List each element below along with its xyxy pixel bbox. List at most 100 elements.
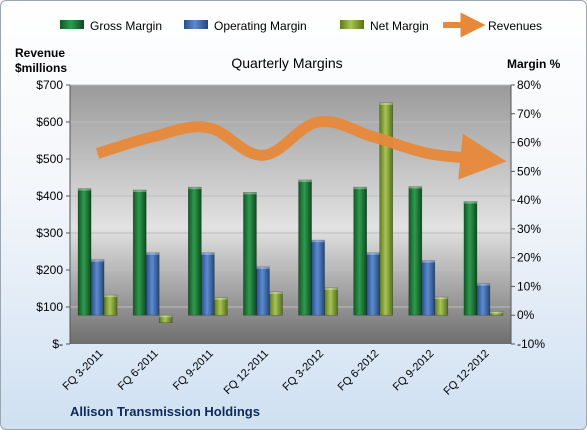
right-axis-title: Margin % (507, 57, 561, 71)
x-axis-ticks: FQ 3-2011 FQ 6-2011 FQ 9-2011 FQ 12-2011 FQ … (61, 348, 492, 398)
bar-cap (421, 260, 435, 263)
bar-cap (214, 297, 228, 300)
legend-label-operating-margin: Operating Margin (214, 19, 307, 33)
right-tick-label: 50% (517, 164, 541, 178)
bar-operating-margin (201, 252, 215, 316)
bar-cap (463, 201, 477, 204)
x-tick-label: FQ 9-2012 (391, 348, 437, 394)
bar-gross-margin (353, 186, 367, 316)
bar-cap (366, 252, 380, 255)
bar-operating-margin (366, 252, 380, 316)
right-tick-label: -10% (517, 337, 545, 351)
bar-cap (269, 291, 283, 294)
bar-cap (104, 295, 118, 298)
left-tick-label: $300 (36, 226, 63, 240)
bars (77, 102, 504, 324)
bar-cap (133, 190, 147, 193)
revenues-point (317, 121, 319, 123)
bar-cap (78, 188, 92, 191)
legend-swatch-net-margin (340, 20, 364, 29)
bar-cap (434, 297, 448, 300)
bar-net-margin (434, 296, 449, 316)
right-tick-label: 40% (517, 193, 541, 207)
x-tick-label: FQ 3-2011 (61, 348, 106, 393)
bar-cap (311, 240, 325, 243)
left-axis-ticks: $- $100 $200 $300 $400 $500 $600 $700 (36, 78, 70, 351)
left-tick-label: $- (52, 337, 63, 351)
bar-net-margin (103, 294, 118, 316)
left-axis-title-line1: Revenue (15, 46, 65, 60)
bar-net-margin (379, 102, 393, 316)
plot-area (69, 84, 512, 344)
legend-label-revenues: Revenues (488, 19, 542, 33)
left-tick-label: $700 (36, 78, 63, 92)
legend-label-gross-margin: Gross Margin (90, 19, 162, 33)
x-tick-label: FQ 12-2012 (442, 348, 492, 398)
legend-label-net-margin: Net Margin (370, 19, 429, 33)
bar-cap (298, 179, 312, 182)
legend-swatch-operating-margin (184, 20, 208, 29)
revenues-point (427, 152, 429, 154)
bar-operating-margin (90, 259, 105, 316)
bar-gross-margin (463, 201, 478, 316)
left-tick-label: $500 (36, 152, 63, 166)
revenues-point (152, 136, 154, 138)
right-tick-label: 10% (517, 279, 541, 293)
bar-cap (159, 315, 173, 318)
revenues-point (482, 158, 484, 160)
bar-cap (324, 287, 338, 290)
bar-gross-margin (408, 186, 423, 316)
x-tick-label: FQ 3-2012 (281, 348, 327, 394)
bar-operating-margin (256, 266, 270, 316)
bar-operating-margin (421, 260, 436, 316)
revenues-point (262, 154, 264, 156)
right-tick-label: 60% (517, 136, 541, 150)
bar-cap (489, 311, 503, 314)
bar-gross-margin (298, 179, 312, 316)
chart-title: Quarterly Margins (231, 55, 342, 71)
footer-company-name: Allison Transmission Holdings (70, 404, 260, 419)
bar-cap (379, 102, 393, 105)
bar-net-margin (214, 297, 228, 316)
bar-net-margin (324, 287, 338, 316)
bar-operating-margin (311, 239, 325, 316)
bar-cap (146, 252, 160, 255)
bar-gross-margin (77, 188, 92, 316)
left-tick-label: $100 (36, 300, 63, 314)
x-tick-label: FQ 12-2011 (222, 348, 271, 397)
right-tick-label: 20% (517, 251, 541, 265)
left-axis-title-line2: $millions (15, 61, 67, 75)
bar-operating-margin (476, 283, 491, 316)
x-tick-label: FQ 6-2012 (336, 348, 382, 394)
right-tick-label: 30% (517, 222, 541, 236)
bar-cap (353, 187, 367, 190)
revenues-line (95, 115, 507, 180)
bar-net-margin (269, 291, 283, 316)
right-tick-label: 0% (517, 308, 535, 322)
bar-gross-margin (132, 189, 147, 316)
left-tick-label: $600 (36, 115, 63, 129)
revenues-point (207, 127, 209, 129)
bar-cap (188, 187, 202, 190)
bar-operating-margin (145, 252, 160, 316)
right-axis-ticks: -10% 0% 10% 20% 30% 40% 50% 60% 70% 80% (511, 78, 545, 351)
x-tick-label: FQ 6-2011 (116, 348, 161, 393)
bar-cap (476, 283, 490, 286)
revenues-point (97, 152, 99, 154)
right-tick-label: 70% (517, 107, 541, 121)
bar-net-margin (489, 311, 504, 316)
bar-net-margin (158, 314, 173, 324)
bar-gross-margin (243, 192, 257, 316)
bar-cap (201, 252, 215, 255)
bar-cap (256, 266, 270, 269)
revenues-point (372, 136, 374, 138)
bar-gross-margin (188, 186, 202, 316)
legend-swatch-gross-margin (60, 20, 84, 29)
x-tick-label: FQ 9-2011 (171, 348, 216, 393)
bar-cap (243, 192, 257, 195)
left-tick-label: $400 (36, 189, 63, 203)
legend: Gross Margin Operating Margin Net Margin… (60, 12, 542, 38)
bar-cap (408, 186, 422, 189)
